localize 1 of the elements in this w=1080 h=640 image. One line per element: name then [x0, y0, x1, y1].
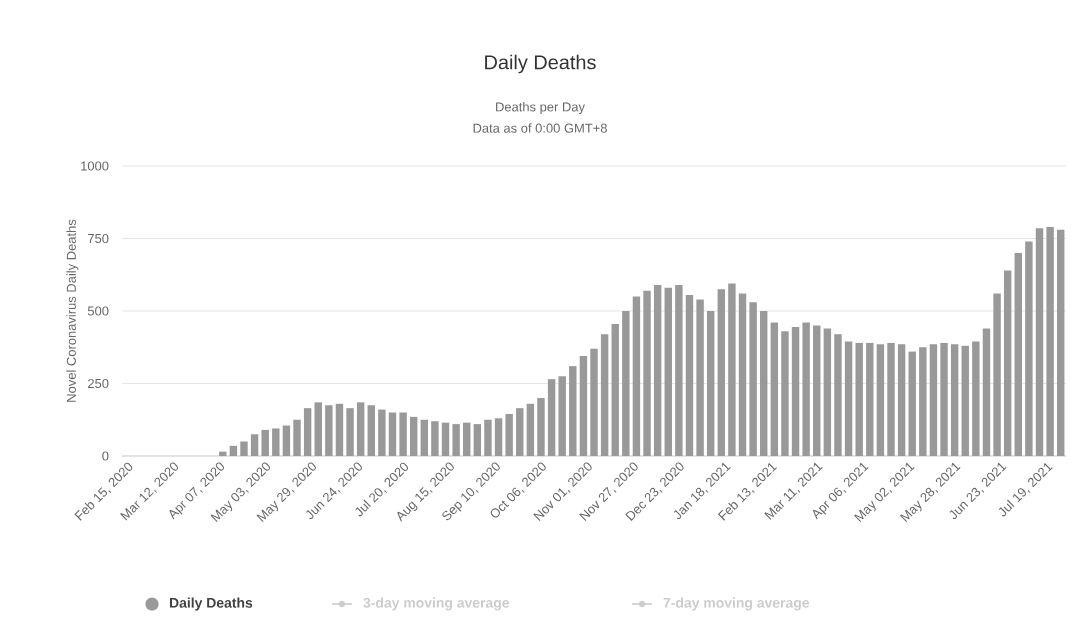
chart-title: Daily Deaths — [485, 54, 596, 74]
